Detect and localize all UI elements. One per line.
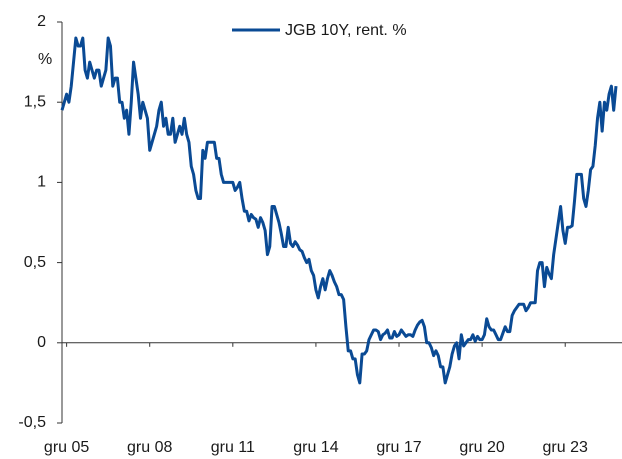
x-tick-label: gru 14 [293, 439, 338, 456]
x-tick-label: gru 23 [543, 439, 588, 456]
y-tick-label: 2 [37, 13, 46, 30]
x-tick-label: gru 11 [211, 439, 255, 456]
x-tick-label: gru 05 [44, 439, 89, 456]
y-tick-label: 0,5 [24, 254, 46, 271]
y-tick-label: -0,5 [18, 414, 46, 431]
unit-label: % [38, 51, 52, 68]
y-tick-label: 1 [37, 174, 46, 191]
x-tick-label: gru 20 [459, 439, 504, 456]
series-line [60, 36, 618, 385]
x-tick-label: gru 08 [127, 439, 172, 456]
y-tick-label: 1,5 [24, 93, 46, 110]
legend-label: JGB 10Y, rent. % [285, 22, 407, 39]
y-tick-label: 0 [37, 334, 46, 351]
x-tick-label: gru 17 [376, 439, 421, 456]
